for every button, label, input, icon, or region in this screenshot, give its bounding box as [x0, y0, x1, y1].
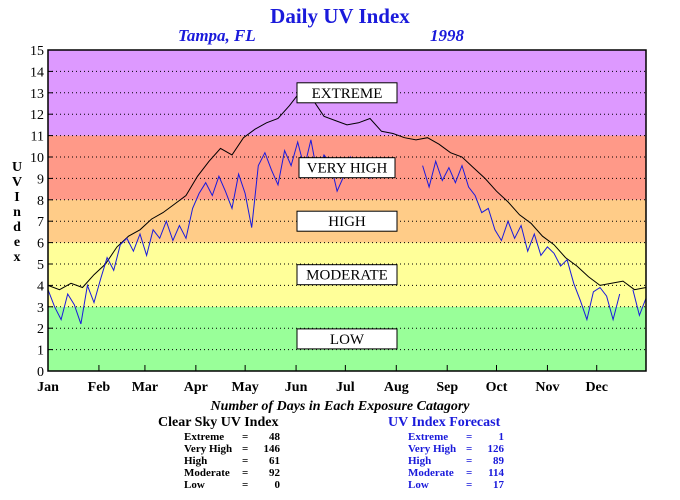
y-tick-label: 15 — [30, 44, 44, 59]
month-label: Jun — [285, 380, 308, 395]
y-axis-label-char: V — [11, 175, 23, 190]
clear-sky-row-label: Extreme — [184, 431, 225, 443]
forecast-stats: UV Index Forecast Extreme = 1 Very High = 126… — [388, 415, 504, 491]
clear-sky-row-equals: = — [242, 443, 249, 455]
chart-title: Daily UV Index — [270, 4, 410, 28]
forecast-row-value: 89 — [493, 455, 504, 467]
y-tick-label: 10 — [30, 151, 44, 166]
clear-sky-row-equals: = — [242, 455, 249, 467]
y-tick-label: 13 — [30, 87, 44, 102]
clear-sky-rows: Extreme = 48 Very High = 146 High = 61 Moderate = 9… — [184, 431, 280, 491]
band-label-moderate: MODERATE — [306, 268, 388, 284]
clear-sky-row-value: 92 — [269, 467, 280, 479]
forecast-row: High = 89 — [408, 455, 504, 467]
clear-sky-row-value: 61 — [269, 455, 280, 467]
month-label: Nov — [535, 380, 559, 395]
band-label-extreme: EXTREME — [312, 86, 383, 102]
chart-location: Tampa, FL — [178, 26, 256, 45]
band-label-high: HIGH — [328, 214, 366, 230]
y-tick-label: 6 — [37, 237, 44, 252]
month-label: Jul — [336, 380, 355, 395]
clear-sky-heading: Clear Sky UV Index — [158, 415, 279, 430]
clear-sky-row-value: 48 — [269, 431, 280, 443]
y-tick-label: 4 — [37, 279, 44, 294]
forecast-row-equals: = — [466, 467, 473, 479]
y-tick-label: 1 — [37, 344, 44, 359]
clear-sky-row-equals: = — [242, 431, 249, 443]
forecast-row-label: Extreme — [408, 431, 449, 443]
y-tick-label: 2 — [37, 322, 44, 337]
y-axis-label-char: e — [13, 235, 21, 250]
month-label: May — [232, 380, 259, 395]
y-tick-label: 3 — [37, 301, 44, 316]
forecast-row: Low = 17 — [408, 479, 504, 491]
band-label-very-high: VERY HIGH — [307, 161, 388, 177]
clear-sky-row-equals: = — [242, 467, 249, 479]
y-tick-label: 14 — [30, 65, 44, 80]
forecast-row-equals: = — [466, 431, 473, 443]
forecast-row-equals: = — [466, 443, 473, 455]
y-tick-label: 8 — [37, 194, 44, 209]
clear-sky-row: Extreme = 48 — [184, 431, 280, 443]
stats-caption: Number of Days in Each Exposure Catagory — [210, 399, 470, 414]
month-label: Oct — [486, 380, 508, 395]
clear-sky-stats: Clear Sky UV Index Extreme = 48 Very High = 1… — [158, 415, 280, 491]
clear-sky-row-value: 146 — [263, 443, 281, 455]
band-label-box-moderate — [296, 264, 398, 286]
y-axis-label-char: U — [11, 160, 23, 175]
y-axis-label-char: n — [13, 205, 21, 220]
clear-sky-row-label: Very High — [184, 443, 233, 455]
forecast-rows: Extreme = 1 Very High = 126 High = 89 Moderate = 11… — [408, 431, 504, 491]
y-tick-label: 9 — [37, 172, 44, 187]
clear-sky-row: Very High = 146 — [184, 443, 280, 455]
month-label: Dec — [585, 380, 608, 395]
y-tick-label: 7 — [37, 215, 44, 230]
y-axis-label-char: x — [13, 250, 21, 265]
band-label-low: LOW — [330, 332, 365, 348]
y-tick-label: 12 — [30, 108, 44, 123]
forecast-row-label: Very High — [408, 443, 457, 455]
forecast-heading: UV Index Forecast — [388, 415, 501, 430]
band-label-box-low — [296, 328, 398, 350]
clear-sky-row: Moderate = 92 — [184, 467, 280, 479]
plot-frame — [47, 49, 647, 372]
forecast-row: Moderate = 114 — [408, 467, 504, 479]
month-label: Aug — [384, 380, 409, 395]
y-tick-label: 5 — [37, 258, 44, 273]
forecast-row-value: 1 — [498, 431, 505, 443]
forecast-row-value: 126 — [487, 443, 505, 455]
y-axis-label-char: I — [14, 190, 20, 205]
clear-sky-row-label: Low — [184, 479, 205, 491]
forecast-row-label: Moderate — [408, 467, 454, 479]
y-axis-label-char: d — [13, 220, 21, 235]
band-label-box-high — [296, 210, 398, 232]
forecast-row-label: High — [408, 455, 432, 467]
clear-sky-row: Low = 0 — [184, 479, 280, 491]
clear-sky-series-line — [47, 90, 647, 291]
band-label-box-extreme — [296, 82, 398, 104]
y-tick-label: 0 — [37, 365, 44, 380]
band-label-box-very-high — [298, 157, 396, 179]
forecast-row-equals: = — [466, 479, 473, 491]
forecast-row: Extreme = 1 — [408, 431, 504, 443]
forecast-row-equals: = — [466, 455, 473, 467]
forecast-row-value: 17 — [493, 479, 504, 491]
month-label: Feb — [88, 380, 111, 395]
clear-sky-row-label: Moderate — [184, 467, 230, 479]
clear-sky-row-equals: = — [242, 479, 249, 491]
clear-sky-row-value: 0 — [274, 479, 281, 491]
month-label: Mar — [132, 380, 158, 395]
chart-year: 1998 — [430, 26, 464, 45]
clear-sky-row-label: High — [184, 455, 208, 467]
month-label: Sep — [436, 380, 458, 395]
forecast-row-label: Low — [408, 479, 429, 491]
forecast-row: Very High = 126 — [408, 443, 504, 455]
month-label: Apr — [184, 380, 208, 395]
y-tick-label: 11 — [31, 130, 44, 145]
clear-sky-row: High = 61 — [184, 455, 280, 467]
month-label: Jan — [37, 380, 59, 395]
forecast-row-value: 114 — [488, 467, 504, 479]
